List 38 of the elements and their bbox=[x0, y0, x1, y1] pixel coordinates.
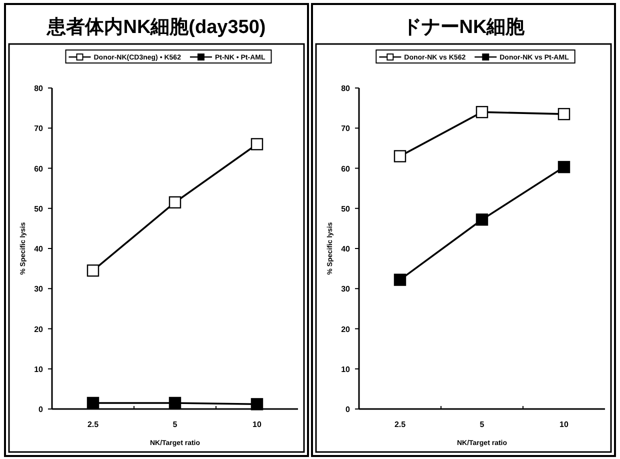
y-tick-label: 30 bbox=[341, 284, 351, 294]
y-tick-label: 0 bbox=[346, 405, 351, 414]
y-tick-label: 0 bbox=[38, 405, 44, 414]
y-tick-label: 40 bbox=[34, 244, 44, 254]
y-tick-label: 20 bbox=[341, 324, 351, 334]
y-tick-label: 70 bbox=[341, 124, 351, 134]
y-tick-label: 20 bbox=[34, 324, 44, 334]
chart-title: ドナーNK細胞 bbox=[402, 17, 526, 38]
point bbox=[394, 274, 406, 286]
x-tick-label: 5 bbox=[480, 420, 485, 429]
y-tick-label: 10 bbox=[341, 364, 351, 374]
point bbox=[476, 214, 488, 226]
y-tick-label: 30 bbox=[34, 284, 44, 294]
point bbox=[250, 138, 264, 150]
point bbox=[476, 106, 488, 118]
chart-title: 患者体内NK細胞(day350) bbox=[46, 16, 266, 38]
point bbox=[168, 196, 182, 208]
x-tick-label: 10 bbox=[252, 420, 262, 429]
point bbox=[168, 396, 182, 410]
point bbox=[558, 108, 570, 120]
y-tick-label: 10 bbox=[34, 364, 44, 374]
point bbox=[86, 396, 100, 410]
y-tick-label: 80 bbox=[34, 84, 44, 93]
y-tick-label: 50 bbox=[34, 204, 44, 214]
point bbox=[558, 160, 570, 174]
y-tick-label: 40 bbox=[341, 244, 351, 254]
y-tick-label: 60 bbox=[341, 164, 351, 174]
y-tick-label: 80 bbox=[341, 84, 351, 93]
point bbox=[394, 150, 406, 162]
y-tick-label: 60 bbox=[34, 164, 44, 174]
point bbox=[86, 264, 100, 277]
x-tick-label: 2.5 bbox=[87, 420, 100, 429]
x-tick-label: 2.5 bbox=[394, 420, 406, 429]
x-tick-label: 5 bbox=[172, 420, 178, 429]
x-tick-label: 10 bbox=[560, 420, 569, 429]
y-tick-label: 70 bbox=[34, 124, 44, 134]
point bbox=[250, 398, 264, 410]
y-tick-label: 50 bbox=[341, 204, 351, 214]
